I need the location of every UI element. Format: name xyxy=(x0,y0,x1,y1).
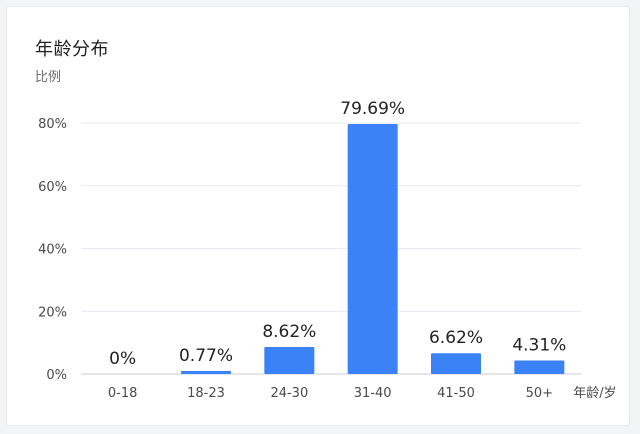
bar-chart: 比例 0% 20% 40% 60% 80% 0% 0-18 0.77% 18-23 8.62% 24-… xyxy=(35,70,617,401)
x-tick-label: 18-23 xyxy=(187,386,225,401)
y-axis-label: 比例 xyxy=(35,70,61,85)
data-label: 0% xyxy=(109,349,136,369)
y-tick-label: 80% xyxy=(38,117,67,132)
x-tick-label: 31-40 xyxy=(354,386,392,401)
bar xyxy=(181,371,231,374)
x-tick-label: 24-30 xyxy=(270,386,308,401)
data-label: 79.69% xyxy=(340,99,405,119)
data-label: 4.31% xyxy=(512,335,566,355)
bar xyxy=(347,123,398,374)
x-tick-label: 50+ xyxy=(526,386,553,401)
bar xyxy=(431,353,481,374)
y-tick-label: 0% xyxy=(46,368,67,383)
x-tick-label: 0-18 xyxy=(108,386,138,401)
data-label: 6.62% xyxy=(429,328,483,348)
y-tick-label: 20% xyxy=(38,305,67,320)
chart-card: 年龄分布 比例 0% 20% 40% 60% 80% 0% 0-18 0.77% 18-23 8.6… xyxy=(6,6,630,426)
bar xyxy=(514,360,565,374)
y-tick-label: 40% xyxy=(38,243,67,258)
x-tick-label: 41-50 xyxy=(437,386,475,401)
bar xyxy=(264,346,315,374)
x-axis-label: 年龄/岁 xyxy=(573,386,616,401)
data-label: 0.77% xyxy=(179,346,233,366)
y-tick-label: 60% xyxy=(38,180,67,195)
data-label: 8.62% xyxy=(262,322,316,342)
chart-title: 年龄分布 xyxy=(35,39,109,60)
